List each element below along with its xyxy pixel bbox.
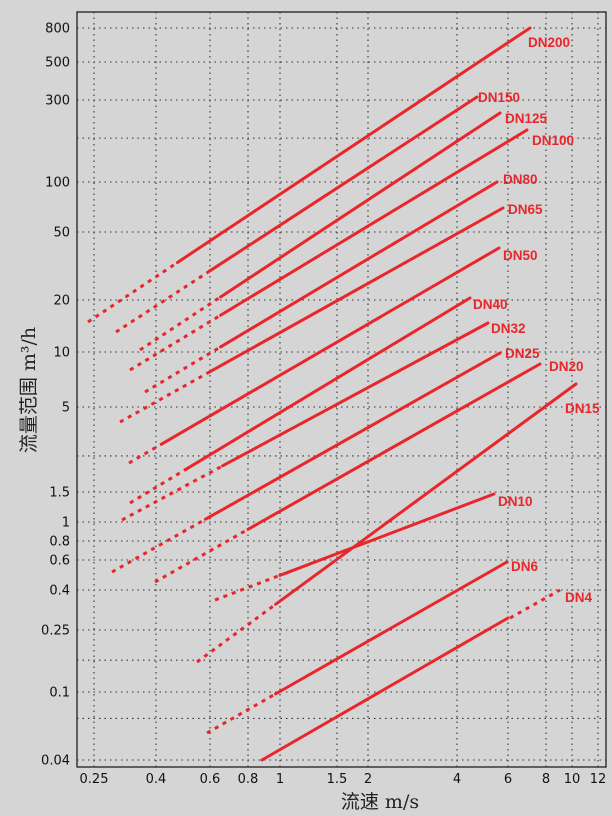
series-dashed-line xyxy=(196,603,277,664)
series-labels: DN200 DN150 DN125 DN100 DN80 DN65 DN50 DN40 DN32… xyxy=(473,35,600,605)
y-tick-label: 1.5 xyxy=(49,486,70,501)
series-dashed-line xyxy=(214,573,281,602)
series-label: DN80 xyxy=(503,172,538,187)
series-dashed-line xyxy=(144,345,222,394)
series-label: DN50 xyxy=(503,248,538,263)
series-solid-line xyxy=(160,246,501,446)
y-axis-label: 流量范围 m³/h xyxy=(18,327,40,453)
x-tick-labels: 0.25 0.4 0.6 0.8 1 1.5 2 4 6 8 10 12 xyxy=(80,772,607,787)
series-solid-line xyxy=(203,351,502,521)
series-label: DN15 xyxy=(565,401,600,416)
series-dashed-line xyxy=(139,295,222,352)
series-label: DN65 xyxy=(508,202,543,217)
series-solid-line xyxy=(278,492,496,577)
y-tick-label: 500 xyxy=(45,56,70,71)
series-solid-line xyxy=(208,206,505,374)
y-tick-label: 50 xyxy=(53,226,70,241)
series-solid-line xyxy=(274,382,578,606)
series-solid-line xyxy=(274,560,509,696)
series-solid-line xyxy=(219,111,502,299)
y-tick-label: 5 xyxy=(62,401,70,416)
series-dashed-line xyxy=(128,442,164,465)
y-tick-label: 1 xyxy=(62,516,70,531)
y-tick-label: 0.04 xyxy=(41,754,70,769)
series-label: DN125 xyxy=(505,111,548,126)
x-tick-label: 0.6 xyxy=(200,772,221,787)
series-solid-line xyxy=(219,128,529,317)
series-solid-line xyxy=(208,95,479,273)
x-tick-label: 6 xyxy=(504,772,512,787)
x-tick-label: 10 xyxy=(564,772,581,787)
series-label: DN25 xyxy=(505,346,540,361)
y-tick-label: 800 xyxy=(45,22,70,37)
x-axis-label: 流速 m/s xyxy=(341,791,419,813)
series-solid-line xyxy=(219,180,499,349)
y-tick-label: 0.8 xyxy=(49,535,70,550)
grid-lines xyxy=(77,12,606,767)
series-dashed-line xyxy=(121,464,224,522)
x-tick-label: 8 xyxy=(542,772,550,787)
x-tick-label: 2 xyxy=(364,772,372,787)
series-solid-line xyxy=(221,321,490,468)
x-tick-label: 1 xyxy=(276,772,284,787)
y-tick-label: 300 xyxy=(45,94,70,109)
series-dashed-line xyxy=(115,269,211,334)
x-tick-label: 0.25 xyxy=(80,772,109,787)
x-tick-label: 0.4 xyxy=(146,772,167,787)
y-tick-labels: 0.04 0.1 0.25 0.4 0.6 0.8 1 1.5 5 10 20 50 100 300 500… xyxy=(41,22,70,769)
y-tick-label: 0.25 xyxy=(41,624,70,639)
series-label: DN100 xyxy=(532,133,574,148)
y-tick-label: 100 xyxy=(45,176,70,191)
y-tick-label: 20 xyxy=(53,294,70,309)
series-solid-line xyxy=(184,296,472,471)
x-tick-label: 4 xyxy=(453,772,461,787)
x-tick-label: 0.8 xyxy=(238,772,259,787)
series-label: DN10 xyxy=(498,494,533,509)
series-label: DN4 xyxy=(565,590,592,605)
series-solid-line xyxy=(260,616,510,762)
y-tick-label: 0.1 xyxy=(49,686,70,701)
series-dashed-line xyxy=(509,588,561,620)
y-tick-label: 0.6 xyxy=(49,554,70,569)
series-label: DN200 xyxy=(528,35,570,50)
series-solid-line xyxy=(246,362,542,531)
y-tick-label: 10 xyxy=(53,346,70,361)
x-tick-label: 12 xyxy=(590,772,607,787)
series-solid-line xyxy=(175,26,532,264)
series-lines xyxy=(87,26,578,762)
series-label: DN20 xyxy=(549,359,584,374)
y-tick-label: 0.4 xyxy=(49,584,70,599)
x-tick-label: 1.5 xyxy=(327,772,348,787)
series-label: DN40 xyxy=(473,297,508,312)
series-dashed-line xyxy=(129,468,187,505)
series-label: DN6 xyxy=(511,559,538,574)
series-label: DN32 xyxy=(491,321,526,336)
series-label: DN150 xyxy=(478,90,520,105)
series-dashed-line xyxy=(206,692,277,735)
